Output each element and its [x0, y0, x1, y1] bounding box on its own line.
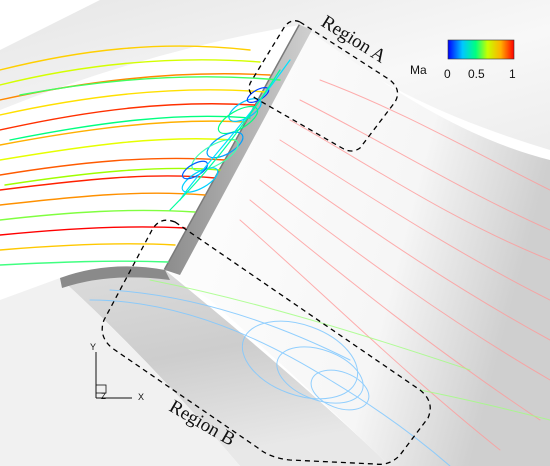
channel-floor [60, 270, 390, 466]
streamline [0, 59, 261, 86]
axis-triad: Y Z X [90, 342, 144, 402]
legend-variable-label: Ma [410, 63, 427, 77]
channel-vortex [89, 289, 451, 466]
streamline [0, 103, 256, 131]
legend-tick-max: 1 [509, 67, 516, 81]
separation-vortex [169, 59, 291, 211]
streamlines [0, 45, 550, 466]
streamline [0, 226, 186, 236]
streamline [9, 115, 251, 141]
region-annotations [101, 20, 431, 465]
legend-tick-min: 0 [444, 67, 451, 81]
channel-green-streamlines [149, 279, 550, 421]
ramp-surface [165, 25, 550, 466]
lower-lip [60, 266, 170, 288]
streamline [0, 260, 169, 266]
region-a-outline [248, 20, 399, 152]
streamline [0, 138, 236, 161]
streamline [0, 45, 251, 71]
z-axis-marker [95, 384, 107, 394]
left-floor [0, 278, 240, 466]
streamline [0, 120, 246, 146]
streamline [0, 209, 196, 221]
region-b-outline [101, 219, 431, 465]
streamline [0, 89, 266, 116]
z-axis-label: Z [101, 392, 106, 401]
y-axis-label: Y [90, 342, 96, 352]
legend-tick-mid: 0.5 [468, 67, 485, 81]
legend-colorbar [447, 39, 515, 60]
ramp-streamlines [239, 79, 550, 451]
streamline [0, 157, 226, 176]
streamline [0, 192, 206, 206]
streamline [0, 243, 176, 251]
streamline [4, 167, 221, 186]
x-axis-label: X [138, 392, 144, 402]
upper-wall-surface [0, 0, 550, 150]
streamline [19, 76, 281, 96]
mach-legend: Ma 0 0.5 1 [410, 39, 516, 81]
cowl-inner-wall [165, 25, 312, 275]
